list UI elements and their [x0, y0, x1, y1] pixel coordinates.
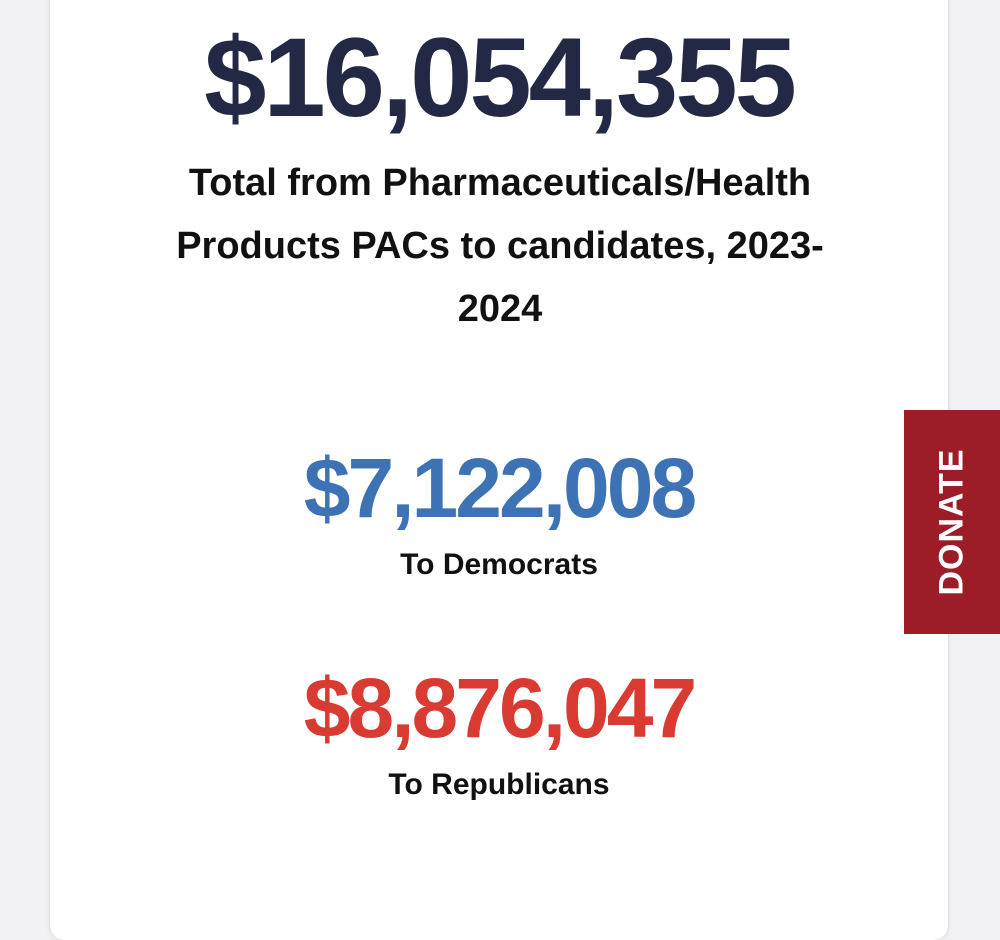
republicans-label: To Republicans	[388, 768, 610, 801]
donate-button[interactable]: DONATE	[904, 410, 1000, 634]
democrats-amount: $7,122,008	[303, 441, 697, 535]
donate-label: DONATE	[932, 448, 971, 596]
total-label: Total from Pharmaceuticals/Health Produc…	[176, 162, 824, 330]
democrats-label: To Democrats	[400, 548, 598, 581]
summary-card: $16,054,355 Total from Pharmaceuticals/H…	[50, 0, 948, 940]
republicans-amount: $8,876,047	[303, 661, 697, 755]
total-amount: $16,054,355	[204, 15, 797, 140]
